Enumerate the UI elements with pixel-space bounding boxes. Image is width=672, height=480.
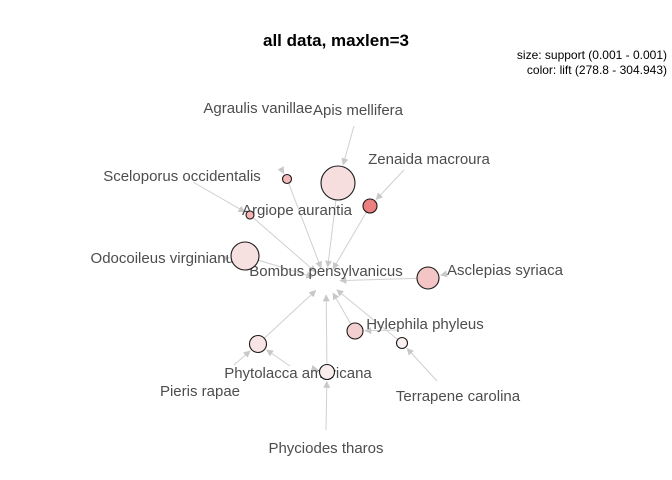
- node-label-phytolacca-americana: Phytolacca americana: [224, 365, 372, 382]
- edge-agraulis-vanillae-to-rule-1: [277, 166, 285, 174]
- rule-node-3: [362, 198, 378, 214]
- rule-node-5: [230, 241, 260, 271]
- rule-node-9: [248, 334, 268, 354]
- rule-node-1: [281, 173, 293, 185]
- node-label-argiope-aurantia: Argiope aurantia: [242, 202, 353, 219]
- node-label-zenaida-macroura: Zenaida macroura: [368, 151, 490, 168]
- edges-layer: [192, 125, 448, 431]
- edge-phytolacca-americana-to-rule-9: [266, 349, 291, 367]
- rule-node-10: [318, 363, 336, 381]
- rule-node-2: [320, 165, 356, 201]
- legend-color: color: lift (278.8 - 304.943): [527, 63, 667, 77]
- edge-rule-9-to-bombus-pensylvanicus: [263, 290, 317, 339]
- edge-rule-7-to-bombus-pensylvanicus: [332, 292, 352, 325]
- edge-rule-4-to-bombus-pensylvanicus: [252, 217, 316, 273]
- legend-size: size: support (0.001 - 0.001): [517, 48, 667, 62]
- edge-phyciodes-tharos-to-rule-10: [323, 380, 331, 431]
- node-label-terrapene-carolina: Terrapene carolina: [396, 388, 521, 405]
- edge-rule-6-to-bombus-pensylvanicus: [339, 276, 418, 284]
- edge-phytolacca-americana-to-rule-10: [310, 365, 319, 372]
- chart-title: all data, maxlen=3: [263, 31, 409, 50]
- edge-rule-2-to-bombus-pensylvanicus: [324, 199, 337, 268]
- rule-node-7: [346, 322, 364, 340]
- rule-node-4: [245, 210, 255, 220]
- labels-layer: Agraulis vanillae Apis mellifera Zenaida m…: [91, 100, 564, 457]
- edge-hylephila-phyleus-to-rule-7: [364, 327, 399, 335]
- edge-rule-1-to-bombus-pensylvanicus: [288, 183, 323, 269]
- rules-layer: [230, 165, 440, 381]
- edge-terrapene-carolina-to-rule-8: [406, 348, 438, 382]
- node-label-odocoileus-virginianus: Odocoileus virginianus: [91, 250, 242, 267]
- node-label-apis-mellifera: Apis mellifera: [313, 102, 404, 119]
- edge-rule-10-to-bombus-pensylvanicus: [322, 294, 330, 365]
- rule-node-8: [395, 336, 409, 350]
- edge-rule-8-to-bombus-pensylvanicus: [336, 289, 399, 340]
- node-label-pieris-rapae: Pieris rapae: [160, 383, 240, 400]
- edge-rule-5-to-bombus-pensylvanicus: [258, 259, 314, 279]
- node-label-agraulis-vanillae: Agraulis vanillae: [203, 100, 312, 117]
- node-label-phyciodes-tharos: Phyciodes tharos: [268, 440, 383, 457]
- rule-node-6: [416, 266, 440, 290]
- node-label-hylephila-phyleus: Hylephila phyleus: [366, 316, 484, 333]
- node-label-asclepias-syriaca: Asclepias syriaca: [447, 262, 564, 279]
- node-label-bombus-pensylvanicus: Bombus pensylvanicus: [249, 263, 402, 280]
- edge-rule-3-to-bombus-pensylvanicus: [332, 211, 367, 270]
- node-label-sceloporus-occidentalis: Sceloporus occidentalis: [103, 168, 261, 185]
- edge-apis-mellifera-to-rule-2: [341, 125, 355, 166]
- edge-sceloporus-occidentalis-to-rule-4: [192, 181, 246, 213]
- edge-pieris-rapae-to-rule-9: [233, 350, 251, 366]
- edge-zenaida-macroura-to-rule-3: [375, 169, 405, 200]
- edge-asclepias-syriaca-to-rule-6: [440, 270, 448, 278]
